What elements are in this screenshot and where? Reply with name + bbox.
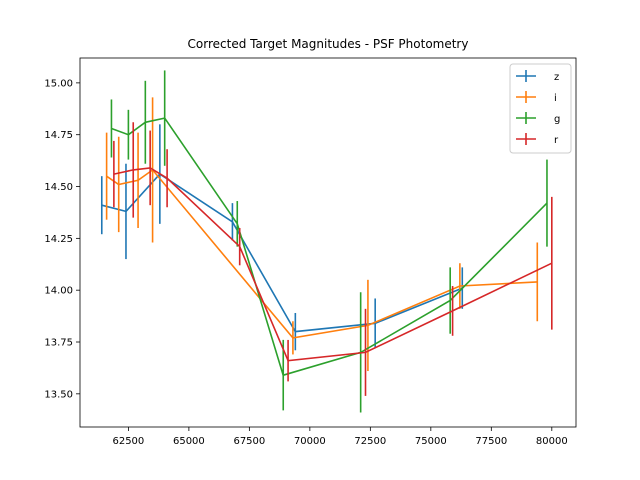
y-axis: 13.50 13.75 14.00 14.25 14.50 14.75 15.00 — [44, 78, 80, 400]
legend-box — [509, 63, 572, 154]
y-tick-label: 13.50 — [44, 389, 73, 400]
x-axis: 62500 65000 67500 70000 72500 75000 77500 80000 — [112, 427, 568, 447]
x-tick-label: 65000 — [173, 436, 205, 447]
series-i — [105, 97, 539, 372]
series-r — [113, 122, 553, 396]
plot-area — [79, 57, 577, 428]
series-line-i — [106, 168, 538, 339]
x-tick-label: 67500 — [233, 436, 265, 447]
x-tick-label: 72500 — [354, 436, 386, 447]
y-tick-label: 14.50 — [44, 182, 73, 193]
plot-frame — [79, 57, 577, 428]
x-tick-label: 77500 — [475, 436, 507, 447]
x-tick-label: 75000 — [415, 436, 447, 447]
y-tick-label: 14.00 — [44, 286, 73, 297]
x-tick-label: 80000 — [536, 436, 568, 447]
legend-label-g: g — [554, 114, 560, 125]
chart-title: Corrected Target Magnitudes - PSF Photom… — [188, 37, 469, 51]
legend-label-i: i — [554, 93, 557, 104]
y-tick-label: 15.00 — [44, 78, 73, 89]
y-tick-label: 14.75 — [44, 130, 73, 141]
y-tick-label: 13.75 — [44, 338, 73, 349]
x-tick-label: 70000 — [294, 436, 326, 447]
x-tick-label: 62500 — [112, 436, 144, 447]
legend-label-r: r — [554, 135, 559, 146]
legend-label-z: z — [554, 72, 559, 83]
series-layer — [100, 70, 553, 413]
y-tick-label: 14.25 — [44, 234, 73, 245]
